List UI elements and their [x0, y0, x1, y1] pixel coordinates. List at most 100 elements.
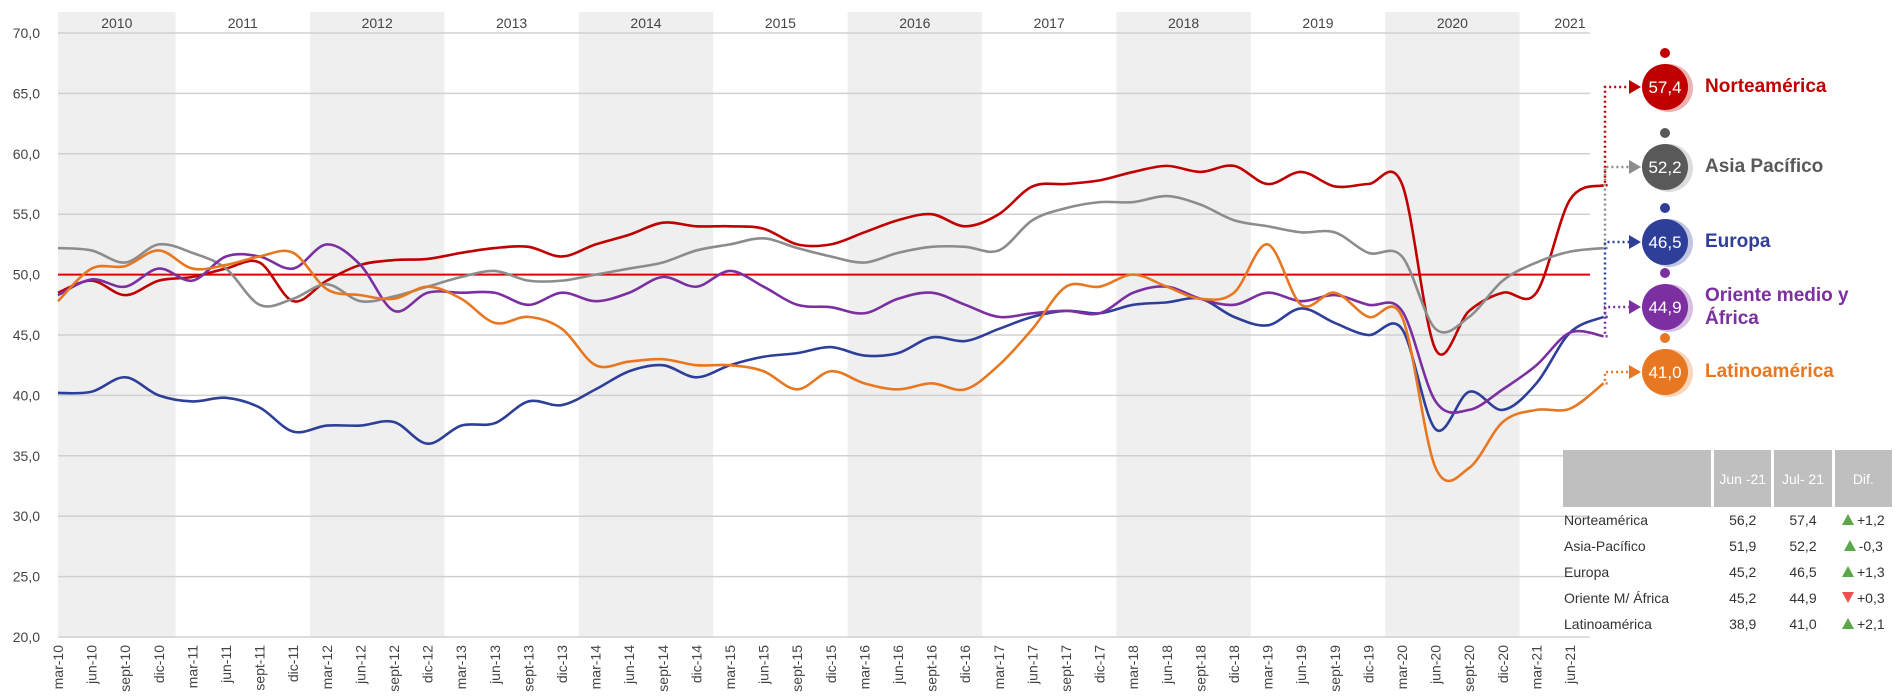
- table-row: Europa 45,2 46,5 +1,3: [1563, 559, 1892, 585]
- table-cell: 45,2: [1714, 559, 1771, 585]
- table-cell: 41,0: [1774, 611, 1831, 637]
- table-cell: Norteamérica: [1563, 507, 1711, 533]
- legend-label: Asia Pacífico: [1705, 156, 1824, 177]
- x-tick-label: sept-16: [924, 645, 940, 692]
- year-label: 2018: [1168, 15, 1199, 31]
- cell-text: 57,4: [1789, 512, 1817, 528]
- x-tick-label: mar-18: [1125, 645, 1141, 690]
- cell-text: Oriente M/ África: [1564, 590, 1670, 606]
- x-tick-label: jun-21: [1562, 645, 1578, 685]
- connector: [1603, 85, 1631, 187]
- table-cell: 44,9: [1774, 585, 1831, 611]
- year-band: [578, 12, 714, 637]
- x-tick-label: jun-20: [1428, 645, 1444, 685]
- table-cell: +2,1: [1835, 611, 1892, 637]
- x-tick-label: jun-16: [890, 645, 906, 685]
- y-tick-label: 60,0: [13, 146, 40, 162]
- bubble-dot: [1660, 268, 1670, 278]
- series-line: [57, 243, 1605, 483]
- cell-text: Asia-Pacífico: [1564, 538, 1646, 554]
- cell-text: 56,2: [1729, 512, 1757, 528]
- table-cell: +0,3: [1835, 585, 1892, 611]
- bubble: [1642, 349, 1688, 395]
- bubble: [1642, 219, 1688, 265]
- table-row: Oriente M/ África 45,2 44,9 +0,3: [1563, 585, 1892, 611]
- arrow-head: [1629, 160, 1641, 174]
- x-tick-label: mar-17: [991, 645, 1007, 690]
- x-tick-label: dic-12: [420, 645, 436, 683]
- header-cell: Dif.: [1834, 450, 1892, 507]
- cell-text: +1,3: [1856, 564, 1885, 580]
- y-tick-label: 65,0: [13, 85, 40, 101]
- x-tick-label: jun-12: [352, 645, 368, 685]
- cell-text: 44,9: [1789, 590, 1817, 606]
- year-label: 2011: [228, 15, 258, 31]
- year-label: 2020: [1437, 15, 1468, 31]
- x-tick-label: sept-10: [117, 645, 133, 692]
- arrow-head: [1629, 235, 1641, 249]
- trend-arrow: [1841, 592, 1854, 603]
- x-tick-label: mar-15: [722, 645, 738, 690]
- x-tick-label: dic-20: [1495, 645, 1511, 683]
- year-label: 2019: [1302, 15, 1333, 31]
- x-tick-label: sept-18: [1192, 645, 1208, 692]
- bubble-dot: [1660, 128, 1670, 138]
- x-tick-label: mar-11: [184, 645, 200, 689]
- bubble-label: 57,4: [1648, 78, 1681, 97]
- y-tick-label: 45,0: [13, 327, 40, 343]
- table-row: Latinoamérica 38,9 41,0 +2,1: [1563, 611, 1892, 637]
- table-cell: +1,3: [1835, 559, 1892, 585]
- cell-text: 41,0: [1789, 616, 1817, 632]
- x-tick-label: jun-15: [756, 645, 772, 685]
- series-line: [57, 164, 1605, 356]
- x-tick-label: mar-13: [453, 645, 469, 690]
- x-tick-label: mar-12: [319, 645, 335, 690]
- x-tick-label: dic-10: [151, 645, 167, 683]
- x-tick-label: jun-13: [487, 645, 503, 685]
- table-cell: 38,9: [1714, 611, 1771, 637]
- x-tick-label: jun-11: [218, 645, 234, 684]
- year-label: 2010: [101, 15, 132, 31]
- cell-text: +1,2: [1856, 512, 1885, 528]
- bubble-dot: [1660, 333, 1670, 343]
- cell-text: 45,2: [1729, 564, 1757, 580]
- year-band: [310, 12, 445, 637]
- y-tick-label: 25,0: [13, 569, 40, 585]
- cell-text: -0,3: [1858, 538, 1883, 554]
- x-tick-label: mar-10: [50, 645, 66, 690]
- x-tick-label: sept-14: [655, 645, 671, 692]
- x-tick-label: mar-14: [588, 645, 604, 690]
- x-tick-label: jun-18: [1159, 645, 1175, 685]
- series-line: [57, 194, 1604, 334]
- x-tick-label: jun-10: [84, 645, 100, 685]
- legend-label: Latinoamérica: [1705, 361, 1834, 382]
- bubble-dot: [1660, 203, 1670, 213]
- table-header: Jun -21 Jul- 21 Dif.: [1563, 450, 1892, 507]
- table-cell: -0,3: [1835, 533, 1892, 559]
- series-line: [57, 296, 1605, 446]
- x-tick-label: sept-19: [1327, 645, 1343, 692]
- x-tick-label: sept-20: [1461, 645, 1477, 692]
- year-label: 2014: [630, 15, 661, 31]
- x-tick-label: dic-11: [285, 645, 301, 682]
- cell-text: +2,1: [1856, 616, 1885, 632]
- x-tick-label: jun-14: [621, 645, 637, 685]
- table-cell: 46,5: [1774, 559, 1831, 585]
- year-label: 2021: [1554, 15, 1585, 31]
- bubble: [1642, 144, 1688, 190]
- header-cell: [1563, 450, 1712, 507]
- x-tick-label: mar-19: [1260, 645, 1276, 690]
- trend-arrow: [1841, 566, 1854, 577]
- table-cell: 56,2: [1714, 507, 1771, 533]
- table-cell: Europa: [1563, 559, 1711, 585]
- x-tick-label: dic-19: [1360, 645, 1376, 683]
- y-tick-label: 55,0: [13, 206, 40, 222]
- table-row: Asia-Pacífico 51,9 52,2 -0,3: [1563, 533, 1892, 559]
- trend-arrow: [1843, 540, 1856, 551]
- table-row: Norteamérica 56,2 57,4 +1,2: [1563, 507, 1892, 533]
- y-tick-label: 40,0: [13, 387, 40, 403]
- bubble-label: 41,0: [1648, 363, 1681, 382]
- y-tick-label: 70,0: [13, 25, 40, 41]
